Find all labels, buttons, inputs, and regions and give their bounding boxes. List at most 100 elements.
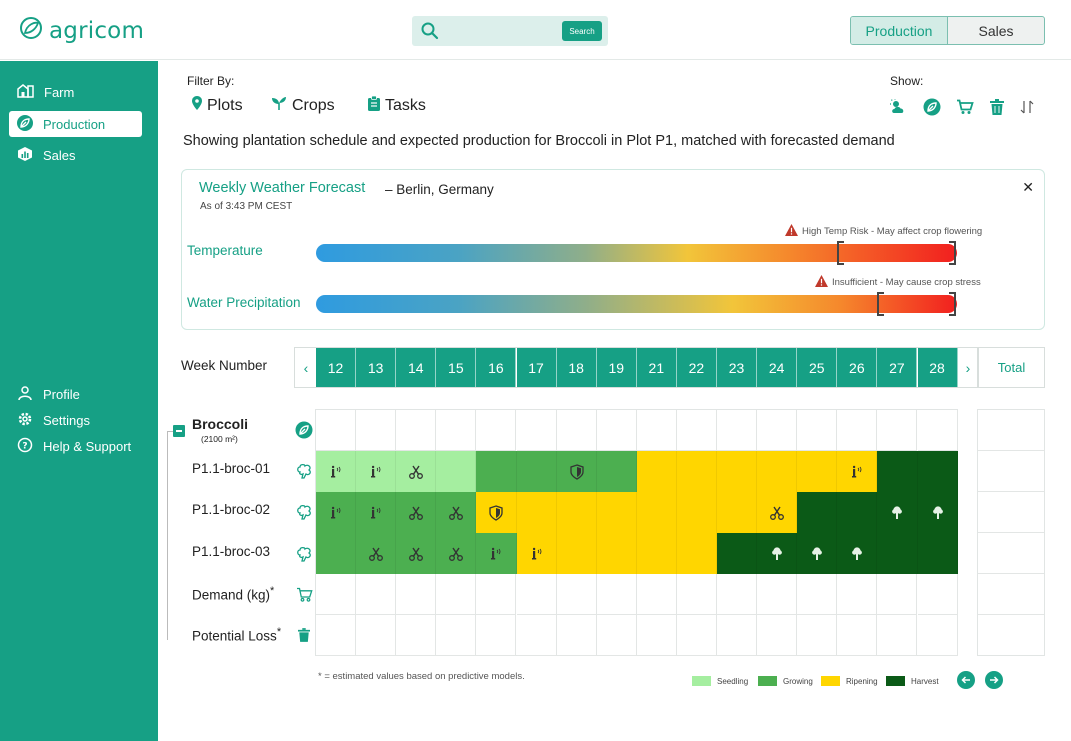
filter-tasks[interactable]: Tasks bbox=[368, 95, 426, 116]
stage-bar-harvest[interactable] bbox=[877, 451, 958, 492]
week-cell[interactable]: 16 bbox=[476, 348, 517, 387]
grid-cell[interactable] bbox=[596, 574, 637, 615]
grid-cell[interactable] bbox=[917, 574, 958, 615]
grid-cell[interactable] bbox=[837, 615, 878, 656]
irrigation-icon[interactable] bbox=[837, 451, 877, 492]
grid-cell[interactable] bbox=[757, 574, 798, 615]
pruning-shears-icon[interactable] bbox=[396, 451, 436, 492]
week-cell[interactable]: 18 bbox=[556, 348, 597, 387]
stage-bar-ripening[interactable] bbox=[476, 492, 798, 533]
search-input[interactable] bbox=[446, 21, 564, 41]
week-cell[interactable]: 12 bbox=[316, 348, 357, 387]
grid-cell[interactable] bbox=[436, 615, 477, 656]
pruning-shears-icon[interactable] bbox=[396, 492, 436, 533]
stage-bar-seedling[interactable] bbox=[316, 451, 477, 492]
broccoli-icon[interactable] bbox=[918, 492, 958, 533]
trash-icon[interactable] bbox=[294, 625, 314, 645]
week-cell[interactable]: 22 bbox=[676, 348, 717, 387]
grid-cell[interactable] bbox=[717, 615, 758, 656]
irrigation-icon[interactable] bbox=[476, 533, 516, 574]
production-toggle-button[interactable]: Production bbox=[851, 17, 948, 44]
grid-cell[interactable] bbox=[556, 410, 597, 451]
grid-cell[interactable] bbox=[516, 615, 557, 656]
grid-cell[interactable] bbox=[797, 615, 838, 656]
week-cell[interactable]: 27 bbox=[877, 348, 918, 387]
grid-cell[interactable] bbox=[356, 615, 397, 656]
broccoli-outline-icon[interactable] bbox=[294, 461, 314, 481]
broccoli-outline-icon[interactable] bbox=[294, 502, 314, 522]
next-page-button[interactable] bbox=[985, 671, 1003, 689]
grid-cell[interactable] bbox=[877, 410, 918, 451]
grid-cell[interactable] bbox=[917, 410, 958, 451]
leaf-icon[interactable] bbox=[294, 420, 314, 440]
pruning-shears-icon[interactable] bbox=[757, 492, 797, 533]
leaf-icon[interactable] bbox=[922, 97, 942, 117]
week-cell[interactable]: 28 bbox=[917, 348, 958, 387]
sidebar-item-profile[interactable]: Profile bbox=[9, 381, 142, 407]
broccoli-icon[interactable] bbox=[757, 533, 797, 574]
sort-icon[interactable] bbox=[1017, 97, 1037, 117]
sales-toggle-button[interactable]: Sales bbox=[978, 22, 1014, 39]
stage-bar-harvest[interactable] bbox=[797, 492, 958, 533]
grid-cell[interactable] bbox=[636, 615, 677, 656]
week-cell[interactable]: 14 bbox=[396, 348, 437, 387]
irrigation-icon[interactable] bbox=[356, 492, 396, 533]
pruning-shears-icon[interactable] bbox=[436, 492, 476, 533]
grid-cell[interactable] bbox=[917, 615, 958, 656]
grid-cell[interactable] bbox=[837, 574, 878, 615]
grid-cell[interactable] bbox=[837, 410, 878, 451]
broccoli-icon[interactable] bbox=[877, 492, 917, 533]
chevron-left-icon[interactable]: ‹ bbox=[303, 359, 309, 376]
grid-cell[interactable] bbox=[396, 574, 437, 615]
pest-protection-icon[interactable] bbox=[557, 451, 597, 492]
grid-cell[interactable] bbox=[316, 574, 357, 615]
grid-cell[interactable] bbox=[877, 615, 918, 656]
stage-bar-ripening[interactable] bbox=[636, 451, 878, 492]
grid-cell[interactable] bbox=[476, 574, 517, 615]
grid-cell[interactable] bbox=[877, 574, 918, 615]
weather-icon[interactable] bbox=[889, 97, 909, 117]
pruning-shears-icon[interactable] bbox=[356, 533, 396, 574]
irrigation-icon[interactable] bbox=[356, 451, 396, 492]
grid-cell[interactable] bbox=[396, 410, 437, 451]
grid-cell[interactable] bbox=[676, 615, 717, 656]
irrigation-icon[interactable] bbox=[316, 492, 356, 533]
grid-cell[interactable] bbox=[717, 410, 758, 451]
broccoli-icon[interactable] bbox=[837, 533, 877, 574]
pruning-shears-icon[interactable] bbox=[436, 533, 476, 574]
irrigation-icon[interactable] bbox=[517, 533, 557, 574]
week-cell[interactable]: 24 bbox=[757, 348, 798, 387]
sidebar-item-sales[interactable]: Sales bbox=[9, 142, 142, 168]
search-button[interactable]: Search bbox=[562, 21, 602, 41]
stage-bar-growing[interactable] bbox=[316, 533, 517, 574]
grid-cell[interactable] bbox=[316, 615, 357, 656]
sidebar-item-settings[interactable]: Settings bbox=[9, 407, 142, 433]
week-cell[interactable]: 25 bbox=[797, 348, 838, 387]
sidebar-item-help[interactable]: ? Help & Support bbox=[9, 433, 142, 459]
grid-cell[interactable] bbox=[676, 574, 717, 615]
plot-row-label-3[interactable]: P1.1-broc-03 bbox=[192, 544, 271, 559]
grid-cell[interactable] bbox=[676, 410, 717, 451]
filter-plots[interactable]: Plots bbox=[192, 96, 243, 115]
grid-cell[interactable] bbox=[757, 410, 798, 451]
week-cell[interactable]: 26 bbox=[837, 348, 878, 387]
broccoli-outline-icon[interactable] bbox=[294, 544, 314, 564]
week-cell[interactable]: 23 bbox=[717, 348, 758, 387]
stage-bar-growing[interactable] bbox=[316, 492, 477, 533]
grid-cell[interactable] bbox=[556, 615, 597, 656]
close-icon[interactable]: ✕ bbox=[1022, 179, 1034, 195]
grid-cell[interactable] bbox=[596, 615, 637, 656]
grid-cell[interactable] bbox=[316, 410, 357, 451]
grid-cell[interactable] bbox=[797, 574, 838, 615]
week-cell[interactable]: 17 bbox=[516, 348, 557, 387]
sidebar-item-production[interactable]: Production bbox=[9, 111, 142, 137]
stage-bar-harvest[interactable] bbox=[717, 533, 958, 574]
cart-icon[interactable] bbox=[294, 584, 314, 604]
stage-bar-ripening[interactable] bbox=[516, 533, 717, 574]
grid-cell[interactable] bbox=[636, 410, 677, 451]
chevron-right-icon[interactable]: › bbox=[965, 359, 971, 376]
grid-cell[interactable] bbox=[636, 574, 677, 615]
sidebar-item-farm[interactable]: Farm bbox=[9, 79, 142, 105]
grid-cell[interactable] bbox=[356, 574, 397, 615]
week-cell[interactable]: 15 bbox=[436, 348, 477, 387]
